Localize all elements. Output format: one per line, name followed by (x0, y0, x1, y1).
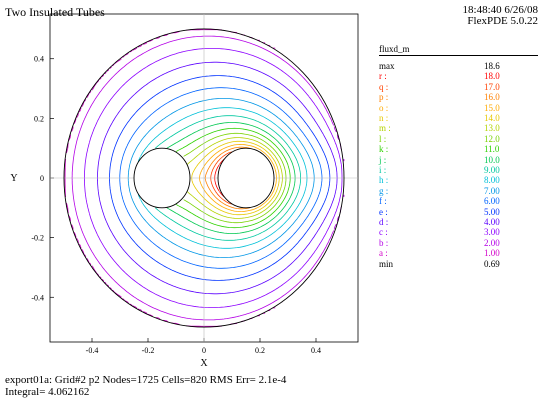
legend-entry: h : 8.00 (379, 175, 539, 186)
contour-line (127, 98, 315, 258)
plot-title: Two Insulated Tubes (5, 5, 105, 19)
legend-value: 10.0 (484, 154, 500, 165)
legend-entry: d : 4.00 (379, 217, 539, 228)
legend-label: d : (379, 217, 389, 227)
x-axis-label: X (200, 358, 208, 369)
legend-title: fluxd_m (379, 44, 410, 54)
legend-label: min (379, 258, 394, 269)
legend-value: 18.0 (484, 71, 500, 82)
legend-label: b : (379, 237, 389, 248)
legend-label: n : (379, 113, 389, 123)
legend-value: 9.00 (484, 165, 500, 175)
legend-entry: r : 18.0 (379, 71, 539, 82)
contour-line (109, 75, 331, 281)
legend-label: l : (379, 133, 387, 144)
contour-line (191, 140, 280, 216)
outer-boundary (63, 28, 345, 328)
y-axis-label: Y (10, 173, 17, 184)
y-tick-label: 0 (40, 174, 44, 183)
legend-label: a : (379, 248, 388, 259)
legend-value: 15.0 (484, 102, 500, 113)
legend-label: h : (379, 175, 389, 186)
legend-entry: j : 10.0 (379, 155, 539, 166)
legend-label: f : (379, 196, 387, 207)
legend-entry: k : 11.0 (379, 144, 539, 155)
legend-label: q : (379, 81, 389, 92)
y-tick-label: 0.2 (34, 114, 44, 123)
legend-entry: a : 1.00 (379, 248, 539, 259)
x-tick-label: -0.2 (142, 346, 155, 355)
legend-entry: min 0.69 (379, 259, 539, 270)
legend-value: 4.00 (484, 217, 500, 227)
legend-divider (379, 55, 538, 56)
contour-line (183, 132, 287, 224)
legend-entry: n : 14.0 (379, 113, 539, 124)
legend-entry: f : 6.00 (379, 196, 539, 207)
legend-entry: b : 2.00 (379, 238, 539, 249)
contour-line (71, 35, 345, 321)
legend-value: 8.00 (484, 175, 500, 186)
x-tick-label: -0.4 (86, 346, 99, 355)
tube-right-boundary (217, 147, 275, 209)
y-tick-label: -0.4 (31, 293, 44, 302)
legend-entry: p : 16.0 (379, 92, 539, 103)
contour-line (84, 48, 343, 308)
contour-line (97, 61, 338, 295)
contour-line (175, 127, 291, 229)
legend-entry: o : 15.0 (379, 103, 539, 114)
legend-value: 18.6 (484, 61, 500, 71)
legend-value: 0.69 (484, 258, 500, 269)
legend-value: 5.00 (484, 206, 500, 217)
contour-line (210, 150, 236, 206)
legend-label: g : (379, 185, 389, 196)
contour-line (166, 122, 296, 234)
legend-label: i : (379, 165, 387, 175)
legend-value: 11.0 (484, 144, 500, 155)
legend-value: 2.00 (484, 237, 500, 248)
contour-line (155, 115, 301, 241)
legend-entry: q : 17.0 (379, 82, 539, 93)
legend-value: 16.0 (484, 92, 500, 103)
legend-label: m : (379, 123, 391, 134)
legend-entry: m : 13.0 (379, 123, 539, 134)
legend-value: 6.00 (484, 196, 500, 207)
contour-line (187, 137, 283, 219)
x-tick-label: 0 (202, 346, 206, 355)
x-tick-label: 0.4 (311, 346, 321, 355)
contour-line (119, 87, 323, 269)
timestamp-block: 18:48:40 6/26/08 FlexPDE 5.0.22 (463, 5, 538, 27)
legend-entry: i : 9.00 (379, 165, 539, 176)
legend-value: 12.0 (484, 133, 500, 144)
footer-grid-info: export01a: Grid#2 p2 Nodes=1725 Cells=82… (5, 374, 287, 386)
y-tick-label: 0.4 (34, 55, 44, 64)
legend-label: max (379, 61, 395, 71)
legend-label: j : (379, 154, 387, 165)
legend-value: 7.00 (484, 185, 500, 196)
x-tick-label: 0.2 (255, 346, 265, 355)
legend-label: o : (379, 102, 389, 113)
legend-value: 14.0 (484, 113, 500, 123)
legend-label: c : (379, 227, 388, 238)
legend-entry: e : 5.00 (379, 207, 539, 218)
legend-label: e : (379, 206, 388, 217)
legend-value: 3.00 (484, 227, 500, 238)
software-version: FlexPDE 5.0.22 (467, 15, 538, 27)
contour-line (199, 144, 277, 212)
run-timestamp: 18:48:40 6/26/08 (462, 4, 538, 16)
tube-left-boundary (133, 147, 191, 209)
legend-label: p : (379, 92, 389, 103)
footer-integral: Integral= 4.062162 (5, 386, 90, 398)
legend-label: k : (379, 144, 389, 155)
legend-entry: l : 12.0 (379, 134, 539, 145)
legend-entry: g : 7.00 (379, 186, 539, 197)
legend-entry: c : 3.00 (379, 227, 539, 238)
legend-label: r : (379, 71, 387, 82)
legend-value: 17.0 (484, 81, 500, 92)
legend-value: 1.00 (484, 248, 500, 259)
legend-entry: max 18.6 (379, 61, 539, 72)
y-tick-label: -0.2 (31, 234, 44, 243)
legend-value: 13.0 (484, 123, 500, 134)
